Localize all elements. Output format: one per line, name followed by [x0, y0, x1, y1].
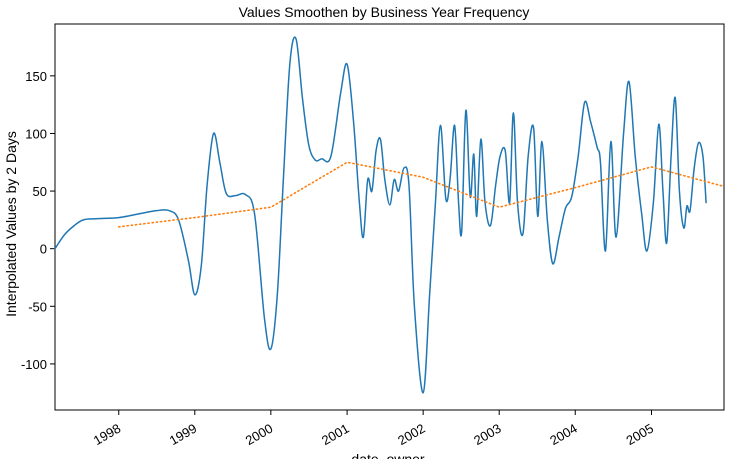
series-group	[54, 36, 725, 394]
plot-frame	[54, 23, 725, 411]
x-axis-label: date_owner	[351, 451, 425, 459]
series-line-primary	[54, 36, 707, 394]
x-tick-label: 2004	[547, 421, 580, 448]
x-tick-label: 2000	[243, 421, 276, 448]
y-axis-label: Interpolated Values by 2 Days	[3, 131, 19, 317]
x-tick-label: 2003	[471, 421, 504, 448]
x-tick-label: 1998	[91, 421, 124, 448]
y-tick-label: -100	[21, 357, 47, 372]
x-tick-label: 2002	[395, 421, 428, 448]
x-tick-label: 1999	[167, 421, 200, 448]
y-tick-label: -50	[28, 299, 47, 314]
x-tick-label: 2001	[319, 421, 352, 448]
chart-title: Values Smoothen by Business Year Frequen…	[239, 4, 530, 20]
x-tick-label: 2005	[623, 421, 656, 448]
y-tick-label: 0	[40, 242, 47, 257]
y-axis-ticks: 150 100 50 0 -50 -100	[21, 69, 55, 372]
y-tick-label: 150	[25, 69, 47, 84]
y-tick-label: 50	[33, 184, 47, 199]
y-tick-label: 100	[25, 126, 47, 141]
series-line-trend	[117, 161, 725, 228]
x-axis-ticks: 1998 1999 2000 2001 2002 2003 2004 2005	[91, 410, 656, 448]
